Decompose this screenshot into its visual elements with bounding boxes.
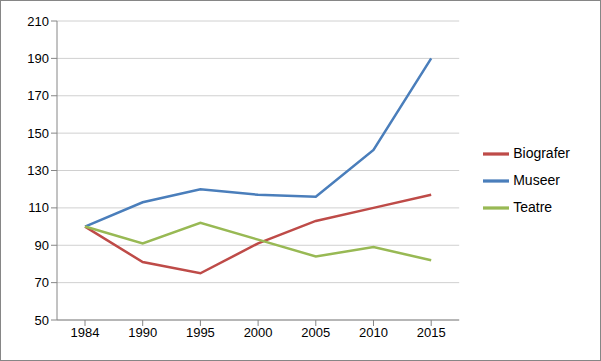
- svg-text:90: 90: [35, 238, 49, 253]
- html-text:Museer: Museer: [513, 171, 560, 188]
- svg-text:70: 70: [35, 275, 49, 290]
- html-text:Biografer: Biografer: [513, 144, 570, 161]
- svg-text:110: 110: [28, 200, 49, 215]
- svg-text:1990: 1990: [128, 325, 157, 340]
- svg-text:2005: 2005: [301, 325, 330, 340]
- svg-text:190: 190: [27, 51, 49, 66]
- svg-text:50: 50: [35, 313, 49, 328]
- svg-text:130: 130: [27, 163, 49, 178]
- svg-text:170: 170: [27, 88, 49, 103]
- svg-text:2000: 2000: [244, 325, 273, 340]
- svg-text:2010: 2010: [359, 325, 388, 340]
- svg-text:210: 210: [27, 14, 49, 29]
- svg-text:2015: 2015: [417, 325, 446, 340]
- html-text:Teatre: Teatre: [513, 199, 553, 216]
- svg-text:150: 150: [27, 126, 49, 141]
- svg-text:1995: 1995: [186, 325, 215, 340]
- svg-text:1984: 1984: [71, 325, 100, 340]
